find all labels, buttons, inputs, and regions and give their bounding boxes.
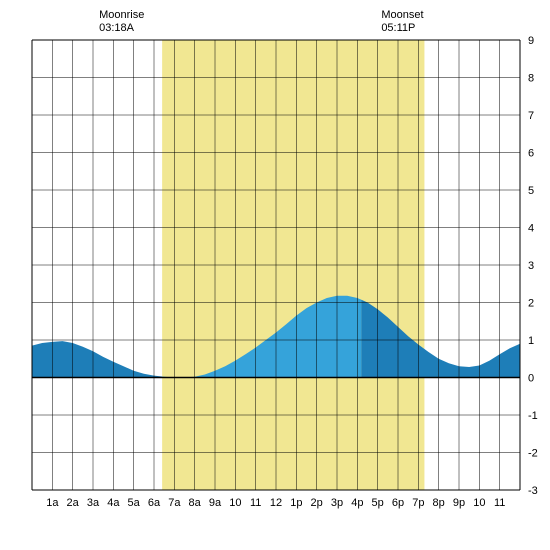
moonset-label: Moonset bbox=[381, 9, 423, 21]
moonrise-label: Moonrise bbox=[99, 9, 144, 21]
x-tick-label: 4a bbox=[107, 497, 120, 509]
x-tick-label: 6a bbox=[148, 497, 161, 509]
x-tick-label: 5p bbox=[372, 497, 384, 509]
x-tick-label: 2p bbox=[311, 497, 323, 509]
x-tick-label: 9p bbox=[453, 497, 465, 509]
x-tick-label: 3a bbox=[87, 497, 100, 509]
x-tick-label: 3p bbox=[331, 497, 343, 509]
y-tick-label: 2 bbox=[528, 298, 534, 310]
x-tick-label: 2a bbox=[67, 497, 80, 509]
y-tick-label: 8 bbox=[528, 73, 534, 85]
tide-chart: -3-2-101234567891a2a3a4a5a6a7a8a9a101112… bbox=[0, 0, 550, 550]
y-tick-label: -1 bbox=[528, 410, 538, 422]
y-tick-label: 5 bbox=[528, 185, 534, 197]
y-tick-label: 4 bbox=[528, 223, 534, 235]
chart-svg: -3-2-101234567891a2a3a4a5a6a7a8a9a101112… bbox=[0, 0, 550, 550]
moonset-time: 05:11P bbox=[381, 22, 415, 34]
x-tick-label: 1a bbox=[46, 497, 59, 509]
x-tick-label: 8p bbox=[433, 497, 445, 509]
x-tick-label: 8a bbox=[189, 497, 202, 509]
x-tick-label: 7p bbox=[412, 497, 424, 509]
x-tick-label: 6p bbox=[392, 497, 404, 509]
x-tick-label: 10 bbox=[473, 497, 485, 509]
tide-area-predawn bbox=[32, 341, 162, 377]
moonrise-time: 03:18A bbox=[99, 22, 135, 34]
y-tick-label: 6 bbox=[528, 148, 534, 160]
x-tick-label: 9a bbox=[209, 497, 222, 509]
x-tick-label: 10 bbox=[229, 497, 241, 509]
y-tick-label: 3 bbox=[528, 260, 534, 272]
x-tick-label: 11 bbox=[494, 497, 505, 509]
x-tick-label: 7a bbox=[168, 497, 181, 509]
x-tick-label: 5a bbox=[128, 497, 141, 509]
y-tick-label: 9 bbox=[528, 35, 534, 47]
y-tick-label: -3 bbox=[528, 485, 538, 497]
x-tick-label: 12 bbox=[270, 497, 282, 509]
x-tick-label: 1p bbox=[290, 497, 302, 509]
y-tick-label: 7 bbox=[528, 110, 534, 122]
x-tick-label: 11 bbox=[250, 497, 261, 509]
y-tick-label: -2 bbox=[528, 448, 538, 460]
y-tick-label: 0 bbox=[528, 373, 534, 385]
y-tick-label: 1 bbox=[528, 335, 534, 347]
x-tick-label: 4p bbox=[351, 497, 363, 509]
